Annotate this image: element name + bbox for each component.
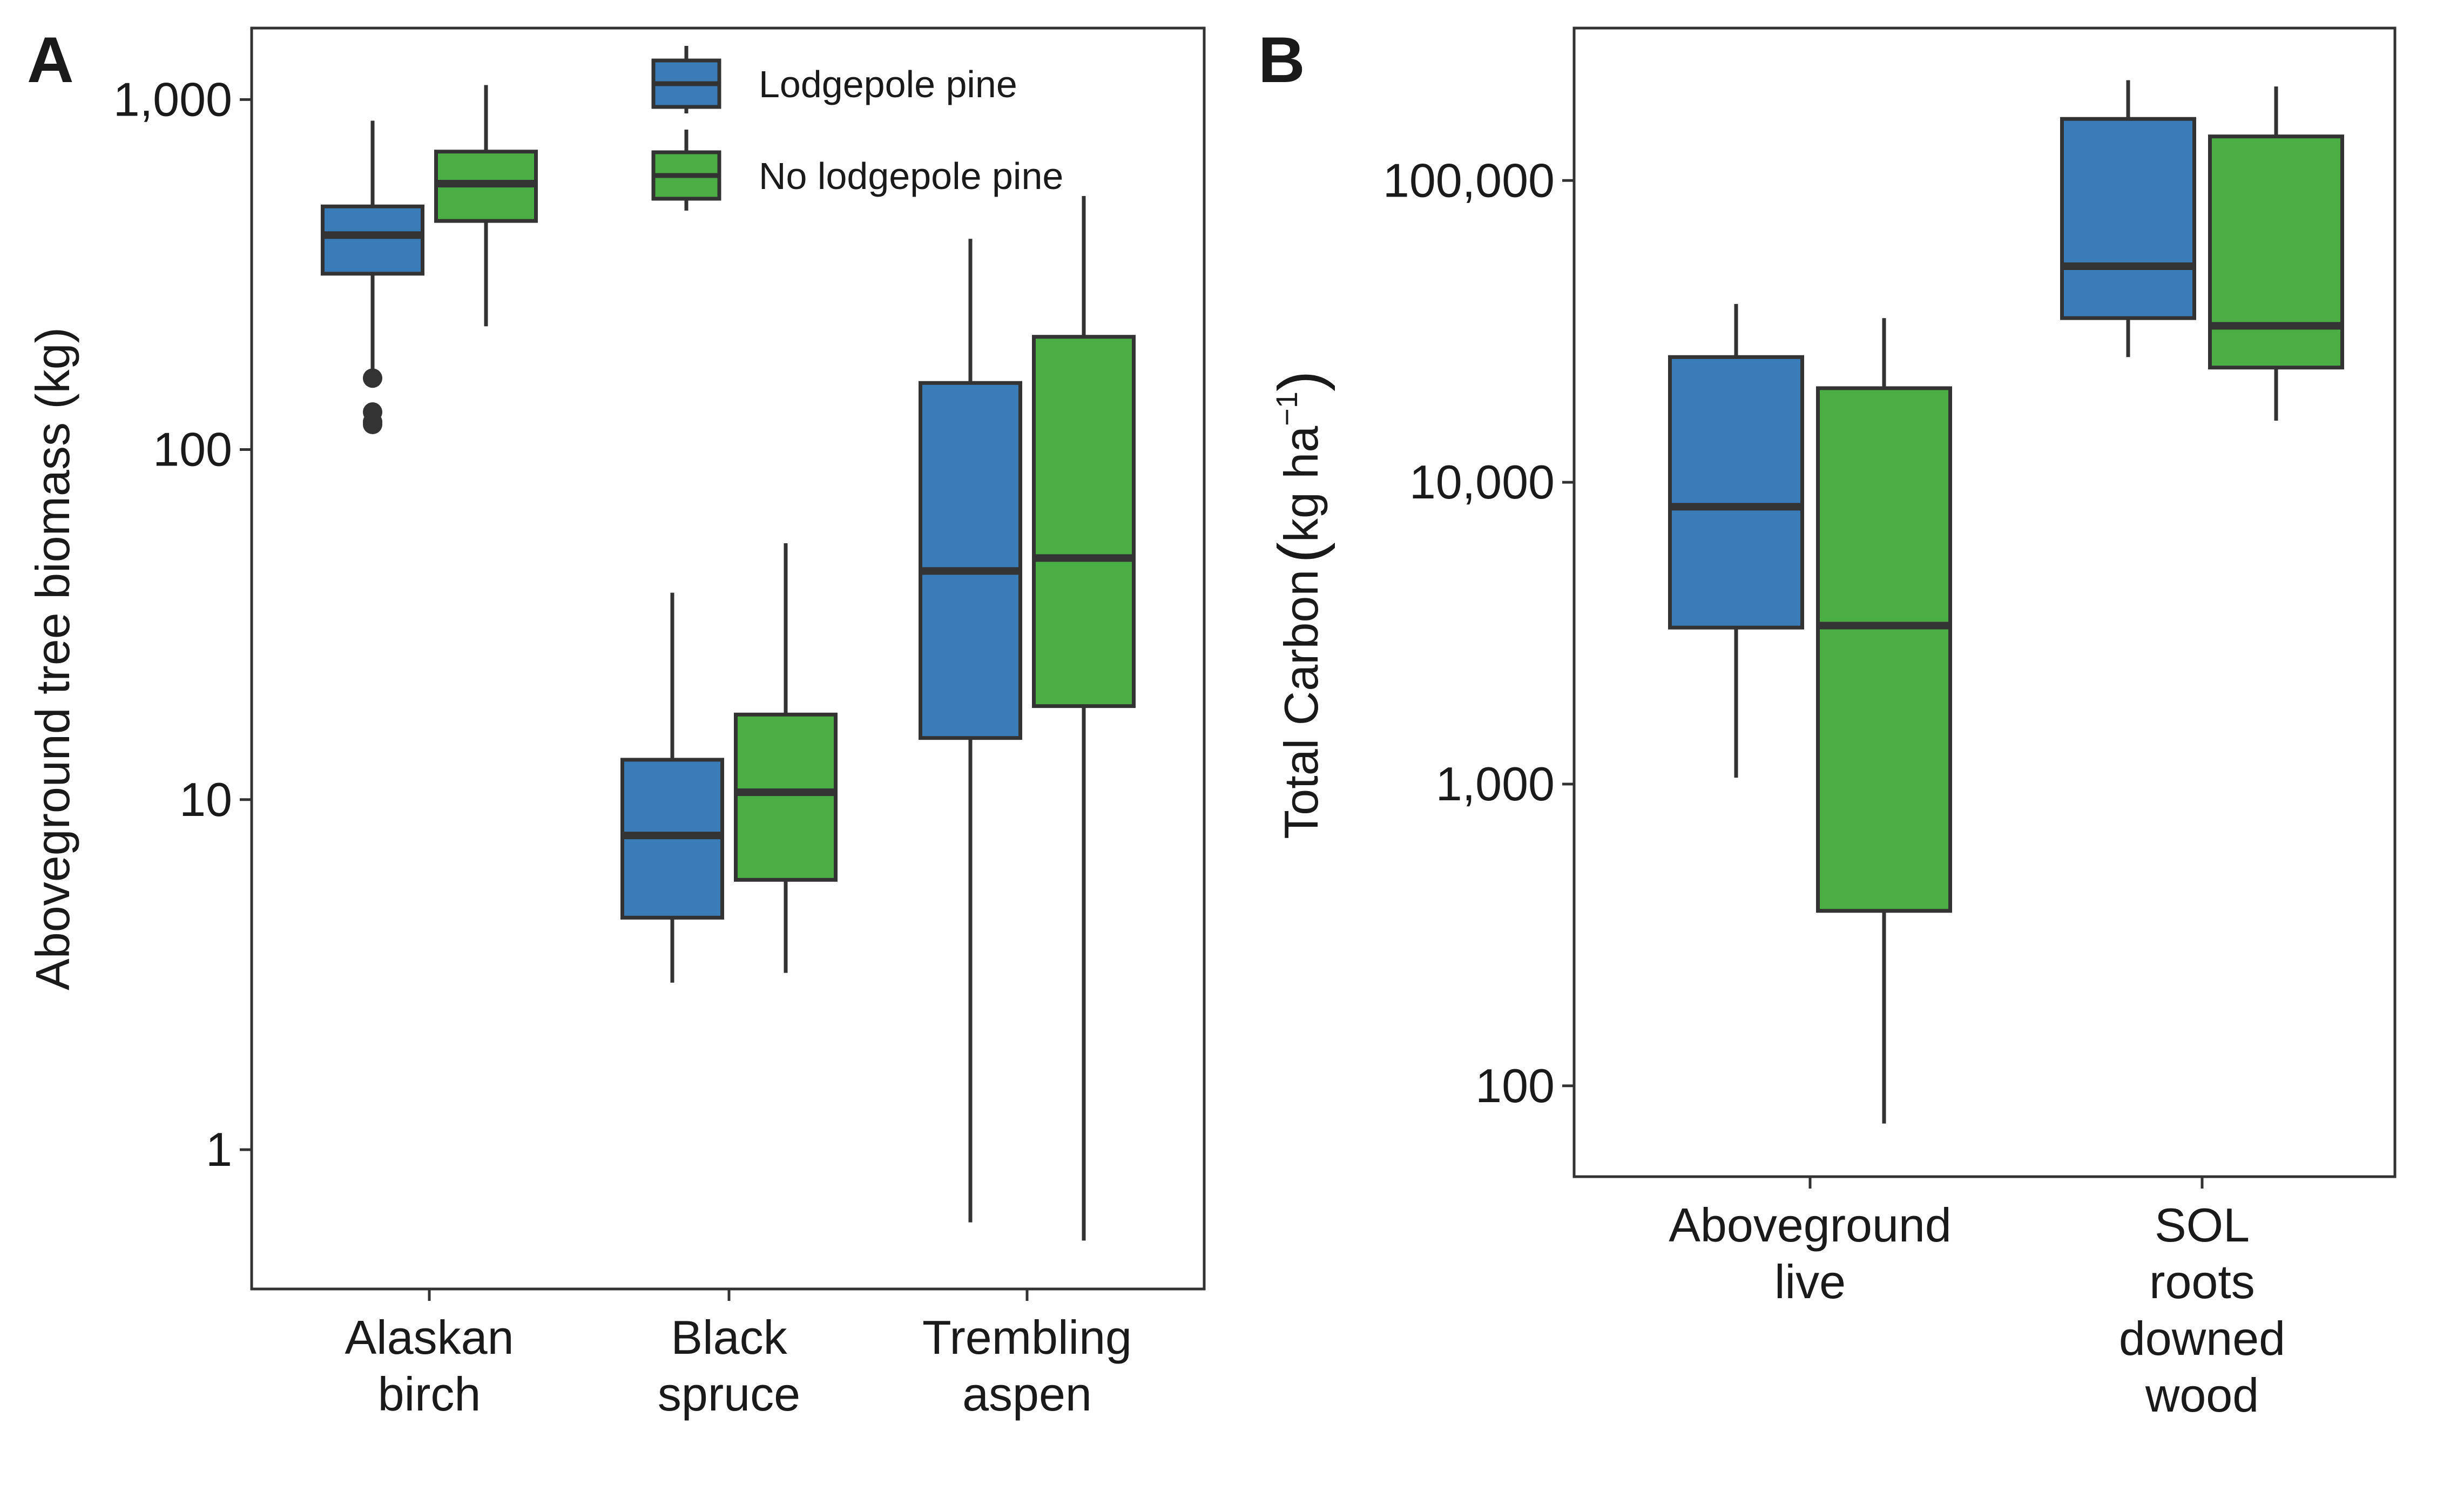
x-tick-label: roots	[2149, 1255, 2255, 1308]
y-tick-label: 100	[153, 423, 232, 476]
box-iqr	[1032, 335, 1136, 708]
panel-b-y-label-main: Total Carbon	[1274, 570, 1328, 839]
box-lodgepole	[321, 120, 424, 434]
panel-b-y-label-unit: kg ha	[1274, 426, 1328, 542]
legend-label-lodgepole: Lodgepole pine	[759, 63, 1017, 105]
panel-b-y-label-exponent: −1	[1270, 392, 1304, 426]
y-tick-label: 10	[179, 773, 232, 826]
y-tick-label: 1	[206, 1123, 232, 1176]
y-tick-label: 10,000	[1409, 455, 1555, 509]
y-tick-label: 100,000	[1383, 153, 1555, 207]
x-tick-label: Aboveground	[1669, 1198, 1952, 1252]
panel-a-y-axis-label: Aboveground tree biomass (kg)	[26, 327, 79, 990]
box-iqr	[2060, 117, 2196, 320]
x-tick-label: SOL	[2155, 1198, 2250, 1252]
box-iqr	[919, 381, 1022, 740]
outlier-point	[363, 368, 382, 388]
y-tick-label: 100	[1475, 1059, 1555, 1112]
box-lodgepole	[620, 592, 724, 983]
x-tick-label: spruce	[658, 1367, 800, 1421]
box-iqr	[1816, 386, 1952, 913]
panel-a-y-axis: 1 10 100 1,000	[113, 72, 252, 1176]
box-iqr	[321, 204, 424, 276]
box-no-lodgepole	[434, 85, 538, 327]
box-no-lodgepole	[734, 543, 838, 973]
legend-item-no-lodgepole: No lodgepole pine	[651, 130, 1063, 211]
panel-a: A Aboveground tree biomass (kg) 1 10 100 1,…	[26, 24, 1206, 1421]
box-iqr	[2208, 134, 2344, 370]
box-no-lodgepole	[2208, 86, 2344, 421]
box-iqr	[1668, 355, 1804, 630]
panel-b: B Total Carbon(kg ha−1) 1001,00010,00010…	[1258, 24, 2397, 1422]
panel-letter-b: B	[1258, 24, 1305, 96]
y-tick-label: 1,000	[113, 72, 232, 126]
panel-b-boxes	[1668, 80, 2344, 1124]
box-lodgepole	[919, 239, 1022, 1223]
box-lodgepole	[2060, 80, 2196, 357]
box-no-lodgepole	[1032, 196, 1136, 1241]
x-tick-label: birch	[378, 1367, 481, 1421]
panel-b-frame	[1572, 26, 2397, 1178]
panel-a-boxes	[321, 85, 1136, 1241]
x-tick-label: Alaskan	[345, 1311, 514, 1364]
panel-b-y-axis: 100 1,000 10,000 100,000	[1383, 153, 1574, 1112]
x-tick-label: Trembling	[922, 1311, 1132, 1364]
panel-b-y-label-open: (	[1265, 542, 1335, 563]
x-tick-label: live	[1774, 1255, 1846, 1308]
legend-item-lodgepole: Lodgepole pine	[651, 46, 1017, 113]
x-tick-label: wood	[2145, 1368, 2259, 1422]
legend: Lodgepole pine No lodgepole pine	[651, 46, 1063, 211]
box-lodgepole	[1668, 303, 1804, 778]
box-no-lodgepole	[1816, 318, 1952, 1124]
x-tick-label: Black	[671, 1311, 787, 1364]
x-tick-label: downed	[2119, 1312, 2285, 1365]
x-tick-label: aspen	[962, 1367, 1092, 1421]
y-tick-label: 1,000	[1436, 757, 1555, 811]
outlier-point	[363, 414, 382, 434]
panel-letter-a: A	[27, 24, 74, 96]
panel-b-y-axis-label: Total Carbon (kg ha−1)	[1265, 370, 1335, 839]
panel-b-y-label-close: )	[1265, 370, 1335, 392]
box-iqr	[734, 712, 838, 882]
legend-label-no-lodgepole: No lodgepole pine	[759, 155, 1063, 197]
